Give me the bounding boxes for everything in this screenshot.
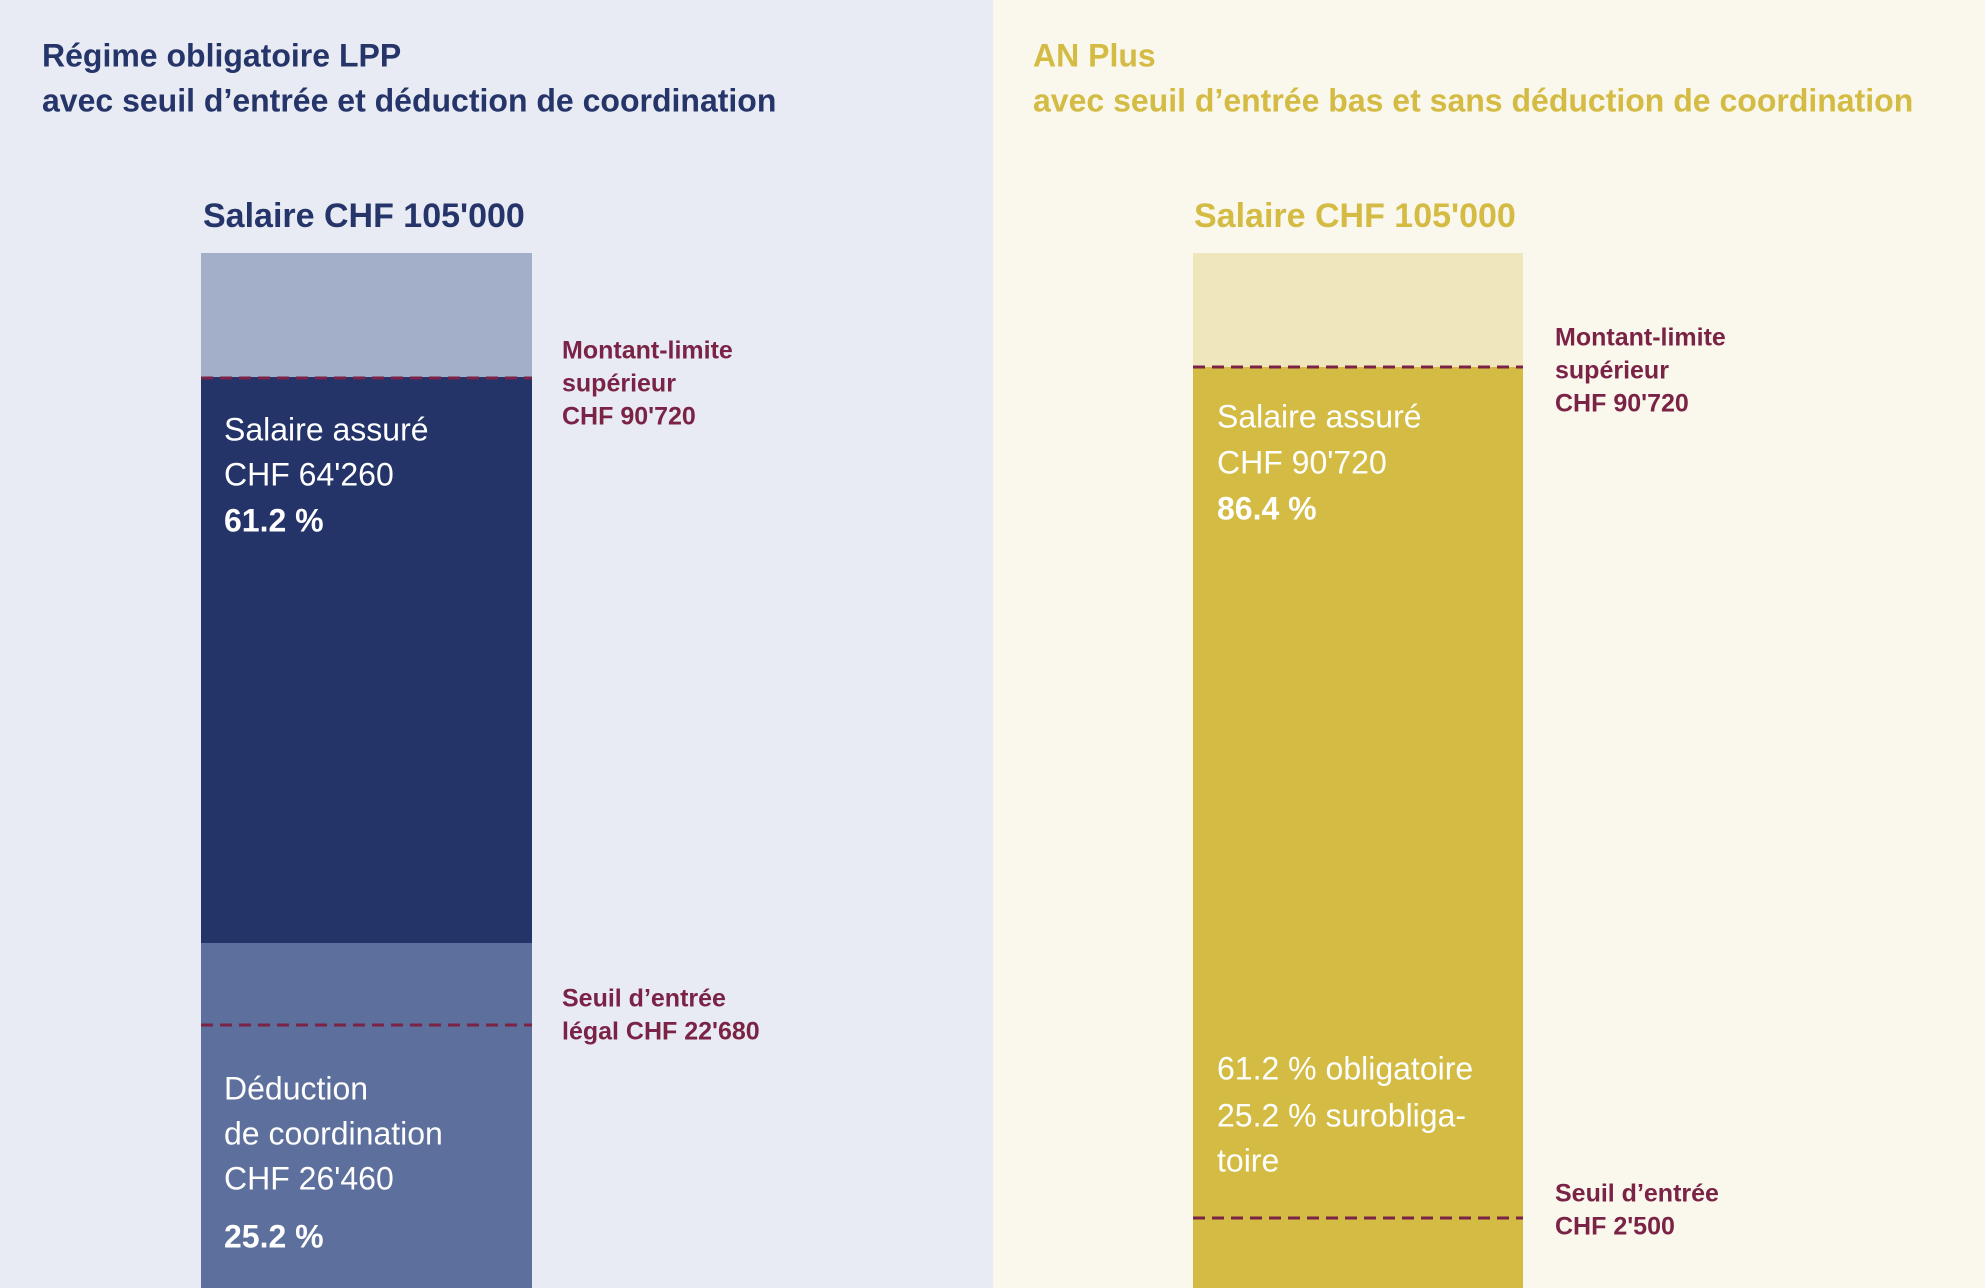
deduction-label: Déduction xyxy=(224,1070,368,1106)
bar-segment xyxy=(201,253,532,377)
bar-segment xyxy=(201,943,532,1288)
limit-label: CHF 90'720 xyxy=(1555,390,1689,418)
split-label: 61.2 % obligatoire xyxy=(1217,1050,1473,1086)
title: Régime obligatoire LPP xyxy=(42,37,401,73)
deduction-label: de coordination xyxy=(224,1115,443,1151)
insured-label: CHF 64'260 xyxy=(224,456,394,492)
split-label: 25.2 % surobliga- xyxy=(1217,1097,1466,1133)
threshold-label: Seuil d’entrée xyxy=(1555,1180,1719,1208)
salary-header: Salaire CHF 105'000 xyxy=(203,197,525,235)
bar-segment xyxy=(1193,253,1523,367)
threshold-label: Seuil d’entrée xyxy=(562,985,726,1013)
limit-label: supérieur xyxy=(1555,357,1669,385)
insured-label: Salaire assuré xyxy=(1217,398,1422,434)
insured-label: 86.4 % xyxy=(1217,490,1317,526)
deduction-label: 25.2 % xyxy=(224,1218,324,1254)
insured-label: Salaire assuré xyxy=(224,411,429,447)
title: AN Plus xyxy=(1033,37,1156,73)
limit-label: supérieur xyxy=(562,370,676,398)
threshold-label: légal CHF 22'680 xyxy=(562,1018,760,1046)
deduction-label: CHF 26'460 xyxy=(224,1160,394,1196)
subtitle: avec seuil d’entrée bas et sans déductio… xyxy=(1033,82,1913,118)
subtitle: avec seuil d’entrée et déduction de coor… xyxy=(42,82,776,118)
limit-label: Montant-limite xyxy=(1555,324,1726,352)
insured-label: CHF 90'720 xyxy=(1217,444,1387,480)
threshold-label: CHF 2'500 xyxy=(1555,1213,1675,1241)
limit-label: Montant-limite xyxy=(562,337,733,365)
salary-header: Salaire CHF 105'000 xyxy=(1194,197,1516,235)
bar-segment xyxy=(1193,367,1523,1288)
split-label: toire xyxy=(1217,1142,1279,1178)
bar-segment xyxy=(201,377,532,943)
limit-label: CHF 90'720 xyxy=(562,403,696,431)
insured-label: 61.2 % xyxy=(224,502,324,538)
